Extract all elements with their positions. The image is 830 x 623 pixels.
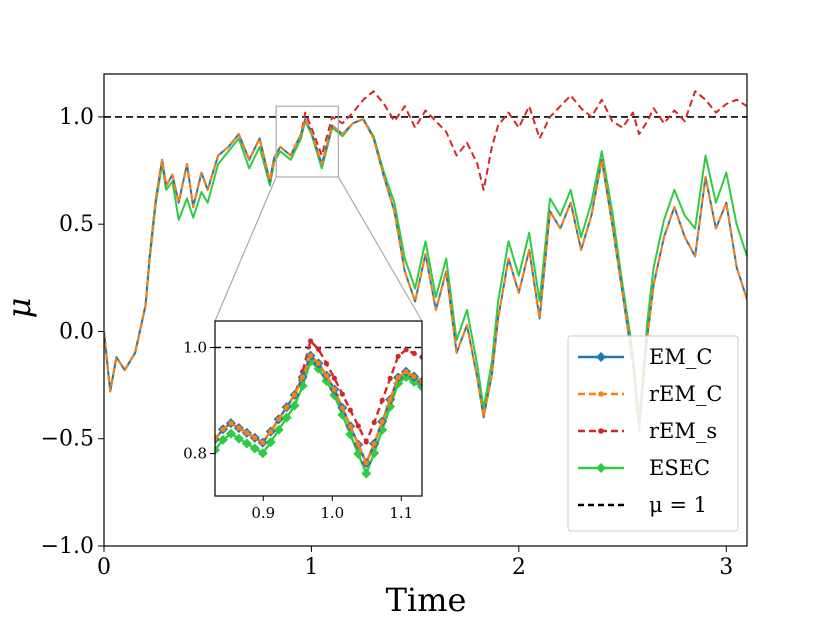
inset-marker-esec — [289, 400, 300, 411]
x-tick-label: 0 — [97, 555, 111, 580]
inset-marker-rem-s — [315, 346, 322, 352]
inset-x-tick-label: 1.0 — [320, 504, 344, 522]
inset-marker-rem-c — [284, 404, 290, 410]
inset-marker-rem-s — [323, 360, 330, 367]
inset-marker-rem-c — [220, 426, 226, 432]
inset-marker-esec — [249, 443, 260, 454]
main-axes: 0 1 2 3 −1.0 −0.5 0.0 0.5 1.0 — [41, 105, 734, 580]
inset-marker-rem-c — [363, 460, 369, 466]
inset-marker-esec — [273, 424, 284, 435]
inset-marker-esec — [265, 437, 276, 448]
series-line-rem-c — [104, 118, 747, 432]
inset-y-tick-label: 0.8 — [183, 445, 207, 463]
inset-marker-rem-c — [215, 436, 218, 443]
y-tick-label: 1.0 — [59, 105, 94, 130]
legend-marker-em-c — [596, 352, 606, 362]
inset-marker-rem-c — [379, 418, 385, 425]
inset-marker-rem-s — [307, 338, 314, 344]
legend-marker-esec — [596, 463, 606, 473]
inset-marker-rem-c — [244, 430, 250, 436]
zoom-connector — [337, 176, 423, 322]
inset-marker-rem-c — [260, 440, 266, 446]
zoom-indicator — [214, 105, 423, 322]
y-tick-label: −1.0 — [41, 534, 94, 559]
inset-marker-rem-s — [387, 375, 393, 381]
legend-label-em-c: EM_C — [649, 345, 712, 369]
inset-x-tick-label: 1.1 — [389, 504, 413, 522]
inset-marker-esec — [215, 445, 220, 456]
inset-marker-rem-s — [403, 347, 409, 353]
inset-marker-esec — [361, 468, 372, 479]
inset-marker-rem-c — [276, 416, 282, 422]
inset-marker-rem-c — [236, 425, 242, 431]
inset-marker-rem-c — [315, 360, 322, 367]
x-axis-label: Time — [386, 581, 467, 619]
inset-marker-rem-c — [228, 420, 234, 426]
zoom-connector — [214, 176, 277, 322]
inset-marker-rem-c — [268, 428, 274, 435]
inset-marker-rem-c — [403, 369, 409, 375]
inset-marker-rem-s — [371, 419, 377, 426]
legend: EM_C rEM_C rEM_s ESEC μ = 1 — [567, 335, 739, 532]
inset-marker-esec — [281, 412, 292, 423]
inset-marker-rem-c — [411, 373, 417, 380]
inset-y-tick-label: 1.0 — [183, 339, 207, 357]
inset-marker-rem-c — [323, 373, 330, 379]
legend-marker-rem-s — [598, 428, 604, 434]
zoom-box — [275, 105, 339, 178]
inset-marker-rem-s — [347, 407, 353, 413]
inset-marker-rem-s — [395, 353, 401, 359]
inset-plot: 0.9 1.0 1.1 0.8 1.0 — [183, 320, 423, 522]
inset-marker-esec — [233, 433, 244, 444]
inset-marker-rem-c — [355, 442, 361, 448]
y-tick-label: 0.5 — [59, 212, 94, 237]
inset-marker-esec — [241, 438, 252, 449]
inset-marker-rem-s — [419, 354, 422, 360]
legend-label-rem-s: rEM_s — [649, 419, 717, 443]
inset-marker-rem-c — [347, 423, 353, 429]
x-tick-label: 3 — [719, 555, 733, 580]
legend-label-1: μ = 1 — [649, 493, 707, 517]
inset-marker-rem-c — [331, 386, 338, 393]
inset-marker-rem-s — [339, 391, 345, 397]
main-axes-frame — [103, 73, 748, 547]
x-tick-label: 1 — [304, 555, 318, 580]
inset-marker-rem-c — [292, 392, 298, 398]
inset-marker-rem-s — [363, 439, 369, 445]
legend-marker-rem-c — [598, 391, 604, 397]
inset-marker-rem-s — [331, 375, 338, 381]
y-axis-label: μ — [0, 298, 38, 319]
legend-frame — [567, 335, 739, 532]
inset-marker-esec — [225, 428, 236, 439]
inset-marker-rem-s — [355, 423, 361, 429]
inset-marker-rem-c — [419, 378, 422, 385]
inset-marker-rem-s — [411, 350, 417, 356]
inset-marker-esec — [257, 448, 268, 459]
inset-marker-rem-c — [299, 374, 306, 380]
legend-label-esec: ESEC — [649, 456, 710, 480]
inset-marker-rem-c — [371, 441, 377, 447]
inset-marker-esec — [217, 434, 228, 445]
x-tick-label: 2 — [512, 555, 526, 580]
inset-x-tick-label: 0.9 — [251, 504, 275, 522]
y-tick-label: 0.0 — [59, 319, 94, 344]
y-tick-label: −0.5 — [41, 427, 94, 452]
legend-label-rem-c: rEM_C — [649, 382, 722, 406]
inset-marker-rem-c — [307, 353, 314, 359]
inset-marker-rem-c — [252, 435, 258, 441]
inset-marker-rem-c — [387, 396, 393, 403]
inset-marker-rem-c — [339, 405, 345, 411]
inset-marker-rem-c — [395, 374, 401, 381]
inset-marker-rem-s — [379, 397, 385, 403]
inset-axes-frame — [214, 320, 423, 497]
